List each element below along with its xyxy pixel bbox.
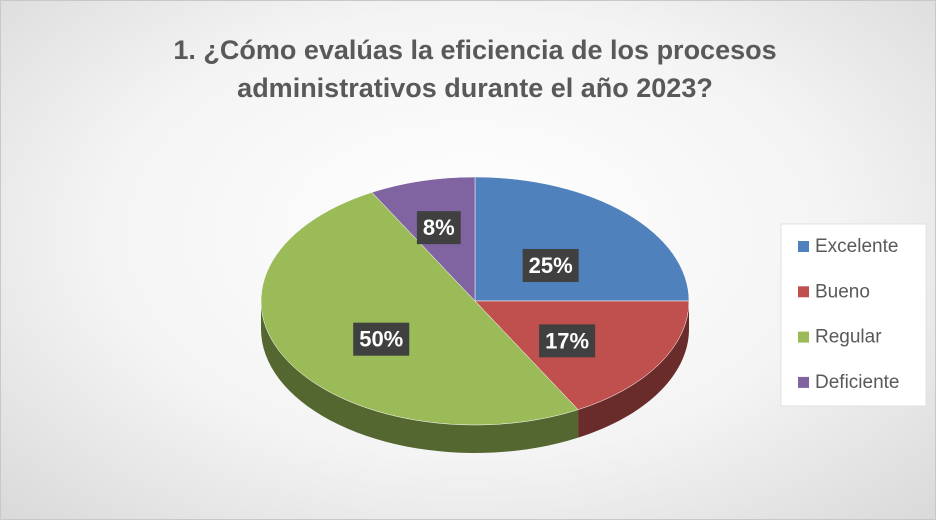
legend-label: Bueno [815, 281, 870, 302]
legend-label: Deficiente [815, 372, 900, 393]
legend-label: Excelente [815, 236, 898, 257]
legend-swatch [798, 286, 809, 298]
legend-swatch [798, 241, 809, 252]
data-label-box [539, 324, 596, 358]
legend-label: Regular [815, 327, 882, 348]
legend-box [780, 223, 927, 407]
slice [260, 192, 579, 426]
slice [474, 176, 690, 302]
data-label-text: 17% [545, 328, 589, 353]
data-label: 25% [522, 248, 579, 282]
chart-title: 1. ¿Cómo evalúas la eficiencia de los pr… [173, 35, 777, 103]
data-label-box [522, 248, 579, 282]
legend-swatch [798, 331, 809, 343]
slice-side [578, 301, 689, 438]
data-label-box [353, 322, 410, 356]
data-label-text: 25% [529, 253, 573, 278]
legend-swatch [798, 376, 809, 388]
data-label-text: 50% [359, 327, 403, 352]
data-label-text: 8% [423, 215, 455, 240]
data-label: 8% [416, 211, 461, 245]
data-label-box [416, 211, 461, 245]
data-label: 17% [539, 324, 596, 358]
slice-side [261, 301, 579, 453]
data-label: 50% [353, 322, 410, 356]
